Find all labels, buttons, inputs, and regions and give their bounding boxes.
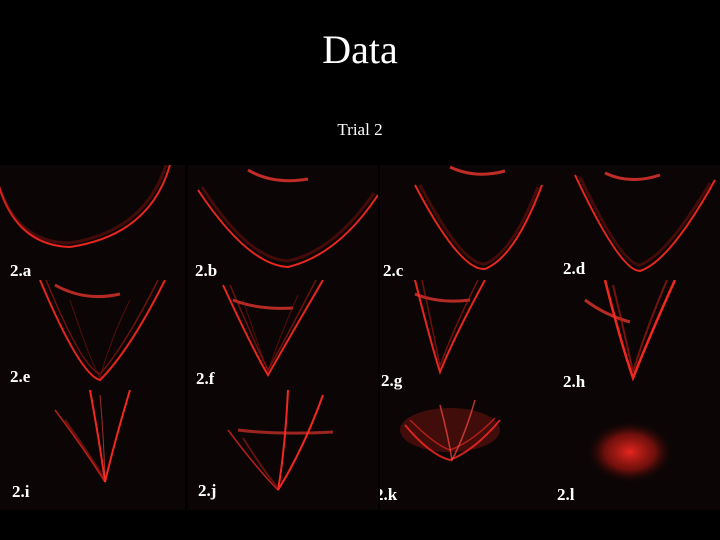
caustic-image-2d [545, 165, 720, 280]
slide-title: Data [322, 27, 398, 72]
panel-2j: 2.j [188, 390, 378, 510]
panel-label: 2.d [563, 259, 586, 278]
panel-2a: 2.a [0, 165, 185, 280]
caustic-image-2i [0, 390, 185, 510]
caustic-image-2c [380, 165, 545, 280]
panel-label: 2.i [12, 482, 30, 501]
panel-2k: 2.k [380, 390, 545, 510]
panel-2h: 2.h [545, 280, 720, 390]
panel-2c: 2.c [380, 165, 545, 280]
panel-label: 2.l [557, 485, 575, 504]
caustic-image-2h [545, 280, 720, 390]
panel-label: 2.f [196, 369, 215, 388]
panel-2g: 2.g [380, 280, 545, 390]
panel-label: 2.e [10, 367, 31, 386]
slide-subtitle: Trial 2 [337, 120, 383, 139]
caustic-image-2g [380, 280, 545, 390]
panel-label: 2.a [10, 261, 32, 280]
panel-label: 2.k [380, 485, 398, 504]
caustic-image-2f [188, 280, 378, 390]
caustic-image-2l [545, 390, 720, 510]
panel-2f: 2.f [188, 280, 378, 390]
panel-label: 2.c [383, 261, 404, 280]
caustic-image-2e [0, 280, 185, 390]
panel-label: 2.j [198, 481, 217, 500]
caustic-image-2b [188, 165, 378, 280]
panel-label: 2.b [195, 261, 218, 280]
panel-2i: 2.i [0, 390, 185, 510]
caustic-image-2k [380, 390, 545, 510]
panel-2l: 2.l [545, 390, 720, 510]
panel-label: 2.h [563, 372, 586, 391]
caustic-image-2j [188, 390, 378, 510]
panel-label: 2.g [381, 371, 403, 390]
caustic-image-2a [0, 165, 185, 280]
panel-2b: 2.b [188, 165, 378, 280]
panel-2e: 2.e [0, 280, 185, 390]
panel-2d: 2.d [545, 165, 720, 280]
